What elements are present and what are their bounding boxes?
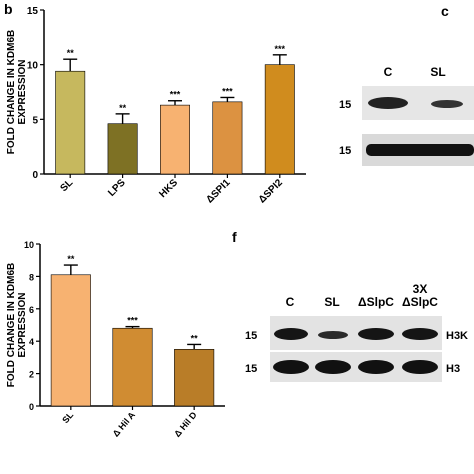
x-tick-label: HKS bbox=[157, 177, 180, 200]
y-tick-label: 2 bbox=[29, 370, 34, 380]
chart-kdm6b-infection: 0 5 10 15 FOLD CHANGE IN KDM6BEXPRESSION ** SL… bbox=[6, 6, 306, 206]
blot-f-right-label: H3K bbox=[446, 330, 468, 342]
western-blot-c: C SL 15 15 bbox=[339, 65, 474, 166]
y-tick-label: 4 bbox=[29, 337, 34, 347]
panel-label-f: f bbox=[232, 229, 237, 245]
blot-f-band bbox=[315, 360, 351, 374]
western-blot-f: C SL ΔSlpC 3X ΔSlpC 15 15 H3K H3 bbox=[245, 282, 468, 382]
blot-f-col-label: 3X bbox=[413, 282, 428, 296]
x-tick-label: SL bbox=[60, 409, 75, 425]
blot-f-row-label: 15 bbox=[245, 363, 257, 375]
blot-f-band bbox=[402, 328, 438, 340]
chart-kdm6b-hil: 0 2 4 6 8 10 FOLD CHANGE IN KDM6BEXPRESSION ** S… bbox=[6, 240, 225, 439]
significance-label: *** bbox=[170, 90, 181, 100]
blot-f-col-label: C bbox=[286, 295, 295, 309]
blot-c-col-label: C bbox=[384, 65, 393, 79]
panel-label-c: c bbox=[441, 3, 449, 19]
blot-f-band bbox=[358, 328, 394, 340]
significance-label: ** bbox=[191, 333, 199, 343]
y-tick-label: 6 bbox=[29, 305, 34, 315]
significance-label: *** bbox=[275, 44, 286, 54]
blot-f-col-label: ΔSlpC bbox=[358, 295, 394, 309]
bar bbox=[174, 348, 215, 407]
bar bbox=[264, 64, 295, 175]
bar bbox=[107, 123, 138, 175]
blot-f-band bbox=[402, 360, 438, 374]
blot-f-band bbox=[358, 360, 394, 374]
blot-f-band bbox=[318, 331, 348, 339]
blot-c-col-label: SL bbox=[430, 65, 445, 79]
significance-label: ** bbox=[67, 254, 75, 264]
blot-f-band bbox=[274, 328, 308, 340]
y-axis-label: FOLD CHANGE IN KDM6BEXPRESSION bbox=[6, 30, 28, 154]
y-tick-label: 5 bbox=[32, 115, 38, 126]
blot-f-col-label: SL bbox=[324, 295, 339, 309]
blot-f-col-label: ΔSlpC bbox=[402, 295, 438, 309]
blot-c-band bbox=[431, 100, 463, 108]
y-tick-label: 10 bbox=[24, 240, 34, 250]
bar bbox=[50, 274, 91, 407]
bar bbox=[112, 327, 153, 407]
blot-f-row-label: 15 bbox=[245, 330, 257, 342]
blot-f-right-label: H3 bbox=[446, 363, 460, 375]
x-tick-label: SL bbox=[59, 177, 76, 194]
x-tick-label: ΔSPI1 bbox=[204, 177, 233, 206]
blot-c-row-label: 15 bbox=[339, 145, 351, 157]
y-tick-label: 0 bbox=[32, 170, 38, 181]
significance-label: *** bbox=[127, 316, 138, 326]
x-tick-label: Δ Hil D bbox=[172, 409, 199, 438]
y-tick-label: 8 bbox=[29, 272, 34, 282]
panel-label-b: b bbox=[4, 1, 13, 17]
bar bbox=[55, 70, 86, 175]
significance-label: ** bbox=[119, 103, 127, 113]
y-tick-label: 15 bbox=[27, 6, 39, 17]
y-tick-label: 10 bbox=[27, 61, 39, 72]
x-tick-label: Δ Hil A bbox=[111, 409, 138, 438]
significance-label: *** bbox=[222, 86, 233, 96]
bar bbox=[212, 101, 243, 175]
blot-c-band bbox=[368, 97, 408, 109]
blot-f-band bbox=[273, 360, 309, 374]
blot-c-row-label: 15 bbox=[339, 99, 351, 111]
blot-c-band bbox=[366, 144, 474, 156]
significance-label: ** bbox=[67, 48, 75, 58]
y-tick-label: 0 bbox=[29, 402, 34, 412]
bar bbox=[160, 104, 190, 175]
x-tick-label: LPS bbox=[106, 177, 128, 199]
x-tick-label: ΔSPI2 bbox=[257, 177, 286, 206]
y-axis-label: FOLD CHANGE IN KDM6BEXPRESSION bbox=[6, 263, 28, 387]
